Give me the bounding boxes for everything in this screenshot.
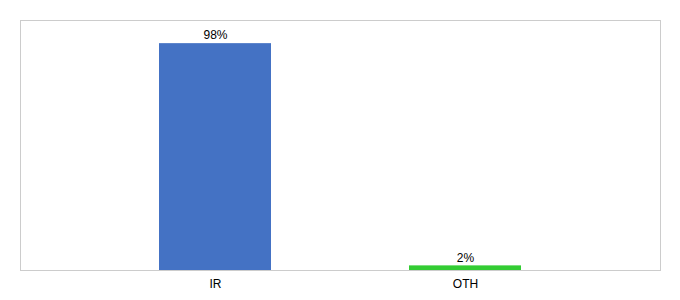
svg-text:OTH: OTH (453, 277, 478, 291)
svg-text:2%: 2% (457, 251, 475, 265)
svg-text:98%: 98% (203, 28, 227, 42)
svg-text:IR: IR (210, 277, 222, 291)
